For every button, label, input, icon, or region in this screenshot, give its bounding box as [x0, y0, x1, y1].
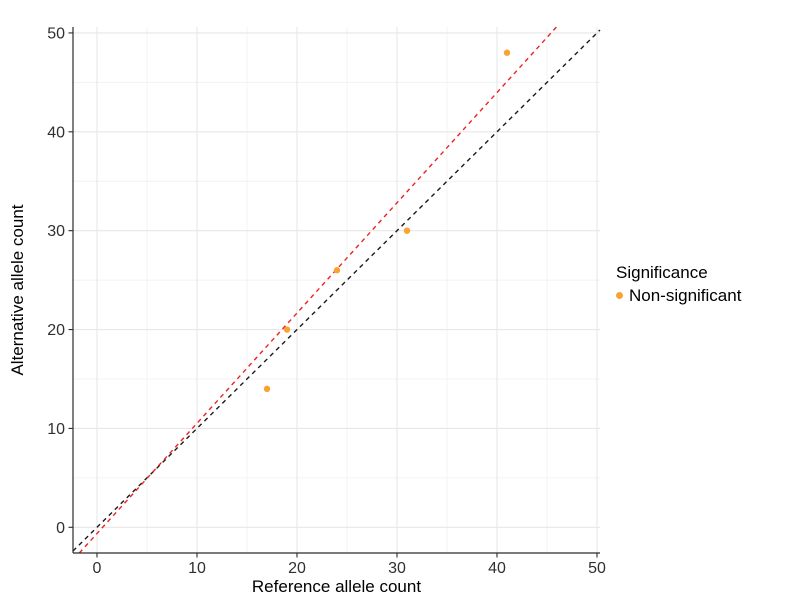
legend-entry-label: Non-significant — [629, 286, 742, 305]
axis-ticks — [68, 32, 598, 558]
legend-entry: Non-significant — [616, 286, 741, 305]
x-tick-label: 20 — [288, 560, 306, 577]
data-point — [263, 385, 271, 393]
x-axis-title: Reference allele count — [251, 577, 422, 596]
gridlines-minor — [73, 27, 600, 553]
data-point — [403, 227, 411, 234]
legend-title: Significance — [616, 263, 708, 282]
gridlines-major — [73, 27, 600, 553]
tick-labels: 0 10 20 30 40 50 0 10 20 30 40 50 — [47, 25, 606, 577]
x-tick-label: 10 — [188, 560, 206, 577]
y-tick-label: 10 — [47, 421, 65, 438]
y-tick-label: 30 — [47, 223, 65, 240]
regression-line — [78, 26, 557, 554]
data-point — [283, 326, 291, 333]
data-point — [333, 267, 341, 274]
x-tick-label: 0 — [93, 560, 102, 577]
identity-line — [72, 29, 601, 552]
reference-lines — [72, 26, 601, 554]
y-tick-label: 50 — [47, 25, 65, 42]
axes — [72, 27, 600, 554]
data-point — [503, 49, 511, 56]
x-tick-label: 50 — [588, 560, 606, 577]
y-axis-title: Alternative allele count — [8, 204, 27, 376]
y-tick-label: 40 — [47, 124, 65, 141]
x-tick-label: 30 — [388, 560, 406, 577]
legend-point-icon — [616, 292, 623, 299]
data-points — [263, 49, 511, 393]
y-tick-label: 0 — [56, 520, 65, 537]
y-tick-label: 20 — [47, 322, 65, 339]
x-tick-label: 40 — [488, 560, 506, 577]
legend: Significance Non-significant — [616, 263, 741, 305]
